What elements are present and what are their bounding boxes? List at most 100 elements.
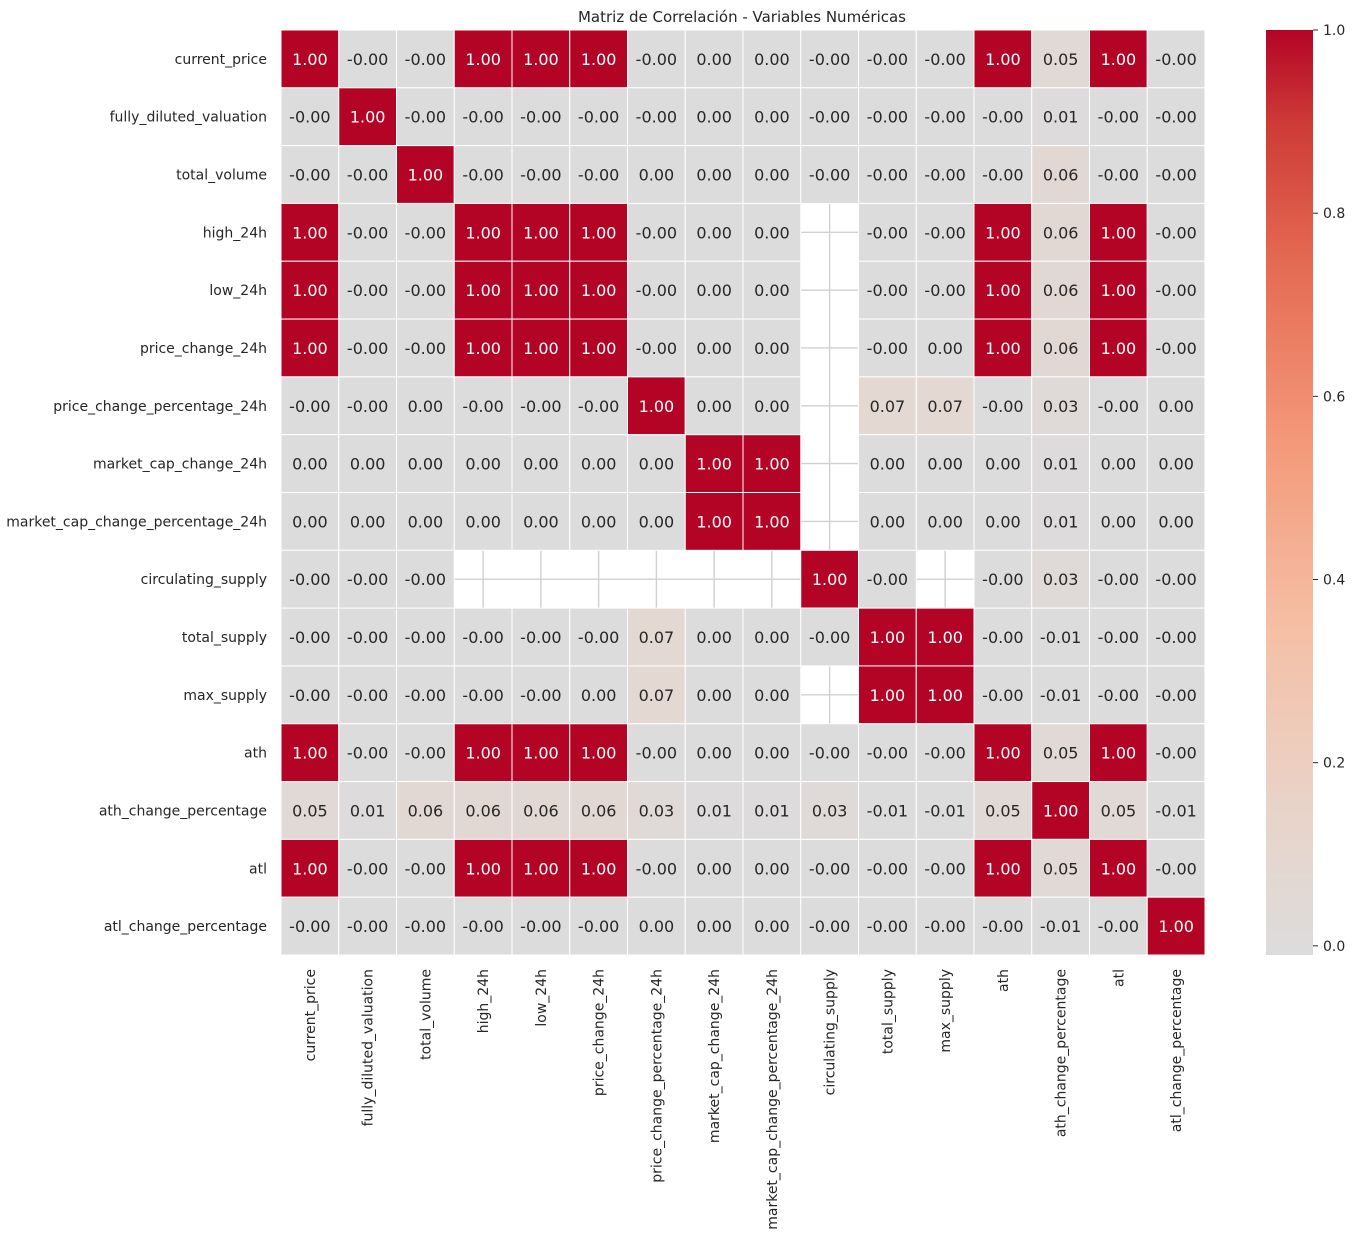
cell-value-label: 1.00	[408, 166, 444, 185]
cell-value-label: 0.00	[1158, 455, 1194, 474]
heatmap-cell	[627, 838, 686, 898]
y-tick-label: total_volume	[176, 168, 267, 184]
heatmap-cell	[742, 434, 802, 493]
cell-value-label: -0.00	[405, 281, 446, 300]
heatmap-cell	[396, 549, 455, 609]
x-tick-label: market_cap_change_percentage_24h	[765, 969, 781, 1230]
heatmap-cell	[973, 260, 1033, 320]
cell-value-label: -0.00	[1098, 686, 1139, 705]
cell-value-label: -0.00	[809, 859, 850, 878]
cell-value-label: 1.00	[1101, 859, 1137, 878]
cell-value-label: -0.00	[289, 628, 330, 647]
cell-value-label: 0.00	[408, 397, 444, 416]
cell-value-label: 0.00	[754, 917, 790, 936]
heatmap-cell	[338, 665, 397, 725]
heatmap-cell	[338, 492, 397, 551]
cell-value-label: 0.06	[1043, 281, 1079, 300]
cell-value-label: 1.00	[292, 859, 328, 878]
cell-value-label: -0.00	[867, 744, 908, 763]
cell-value-label: 1.00	[465, 50, 501, 69]
heatmap-cell	[800, 549, 859, 609]
cell-value-label: -0.00	[462, 108, 503, 127]
heatmap-cell	[280, 492, 340, 551]
x-tick-label: total_volume	[418, 969, 434, 1060]
cell-value-label: -0.00	[462, 166, 503, 185]
heatmap-cell	[1146, 607, 1206, 667]
heatmap-cell	[1089, 549, 1148, 609]
cell-value-label: -0.00	[924, 50, 965, 69]
heatmap-cell	[569, 607, 628, 667]
heatmap-cell	[1089, 838, 1148, 898]
heatmap-cell	[569, 781, 628, 840]
cell-value-label: 0.00	[754, 397, 790, 416]
cell-value-label: -0.00	[289, 570, 330, 589]
heatmap-cell	[453, 376, 513, 436]
cell-value-label: 1.00	[985, 50, 1021, 69]
heatmap-cell	[742, 607, 802, 667]
heatmap-cell	[280, 318, 340, 378]
cell-value-label: 0.00	[350, 455, 386, 474]
cell-value-label: 0.00	[754, 859, 790, 878]
heatmap-cell	[1031, 665, 1090, 725]
cell-value-label: 0.00	[754, 744, 790, 763]
heatmap-cell	[627, 896, 686, 956]
cell-value-label: 1.00	[985, 281, 1021, 300]
colorbar-tick-label: 0.4	[1323, 573, 1345, 589]
heatmap-cell	[1031, 87, 1090, 147]
cell-value-label: 1.00	[985, 859, 1021, 878]
cell-value-label: -0.00	[405, 570, 446, 589]
colorbar-tick-labels: 0.0 0.2 0.4 0.6 0.8 1.0	[1313, 23, 1345, 955]
heatmap-cell	[511, 29, 571, 89]
heatmap-cell	[280, 87, 340, 147]
heatmap-cell	[1089, 376, 1148, 436]
cell-value-label: -0.00	[1155, 570, 1196, 589]
y-tick-label: atl_change_percentage	[104, 919, 267, 935]
x-tick-label: high_24h	[476, 969, 492, 1033]
heatmap-cell	[1031, 376, 1090, 436]
cell-value-label: -0.00	[924, 166, 965, 185]
heatmap-cell	[338, 434, 397, 493]
x-tick-label: circulating_supply	[823, 969, 839, 1095]
heatmap-cell	[338, 260, 397, 320]
cell-value-label: -0.00	[867, 166, 908, 185]
heatmap-cell	[1031, 202, 1090, 262]
cell-value-label: 1.00	[985, 339, 1021, 358]
cell-value-label: -0.00	[982, 166, 1023, 185]
cell-value-label: 0.00	[754, 166, 790, 185]
heatmap-cell	[1089, 607, 1148, 667]
heatmap-cell	[858, 838, 917, 898]
heatmap-cell	[627, 318, 686, 378]
heatmap-cell-labels: 1.00 -0.00 -0.00 1.00 1.00 1.00 -0.00 0.00 0.00 -…	[289, 50, 1197, 936]
heatmap-cell	[684, 896, 744, 956]
y-tick-label: current_price	[175, 52, 267, 68]
cell-value-label: 1.00	[292, 50, 328, 69]
heatmap-cell	[1089, 492, 1148, 551]
heatmap-cell	[1031, 318, 1090, 378]
heatmap-cell	[858, 202, 917, 262]
heatmap-cell	[511, 434, 571, 493]
cell-value-label: -0.00	[924, 223, 965, 242]
cell-value-label: 0.00	[465, 512, 501, 531]
cell-value-label: 0.01	[754, 801, 790, 820]
cell-value-label: 1.00	[292, 744, 328, 763]
cell-value-label: -0.00	[636, 50, 677, 69]
heatmap-cell	[1089, 781, 1148, 840]
heatmap-cell	[1146, 376, 1206, 436]
cell-value-label: 0.05	[292, 801, 328, 820]
heatmap-cell	[915, 87, 975, 147]
heatmap-cell	[858, 318, 917, 378]
heatmap-cell	[800, 607, 859, 667]
cell-value-label: 1.00	[927, 686, 963, 705]
cell-value-label: 0.00	[754, 281, 790, 300]
y-tick-label: market_cap_change_percentage_24h	[6, 514, 267, 530]
heatmap-cell	[627, 723, 686, 783]
heatmap-cell	[511, 723, 571, 783]
heatmap-cell	[1031, 723, 1090, 783]
cell-value-label: 1.00	[927, 628, 963, 647]
cell-value-label: -0.00	[809, 628, 850, 647]
heatmap-cell	[396, 434, 455, 493]
x-tick-label: current_price	[303, 969, 319, 1061]
cell-value-label: 1.00	[1158, 917, 1194, 936]
cell-value-label: -0.00	[867, 223, 908, 242]
cell-value-label: 0.00	[696, 744, 732, 763]
